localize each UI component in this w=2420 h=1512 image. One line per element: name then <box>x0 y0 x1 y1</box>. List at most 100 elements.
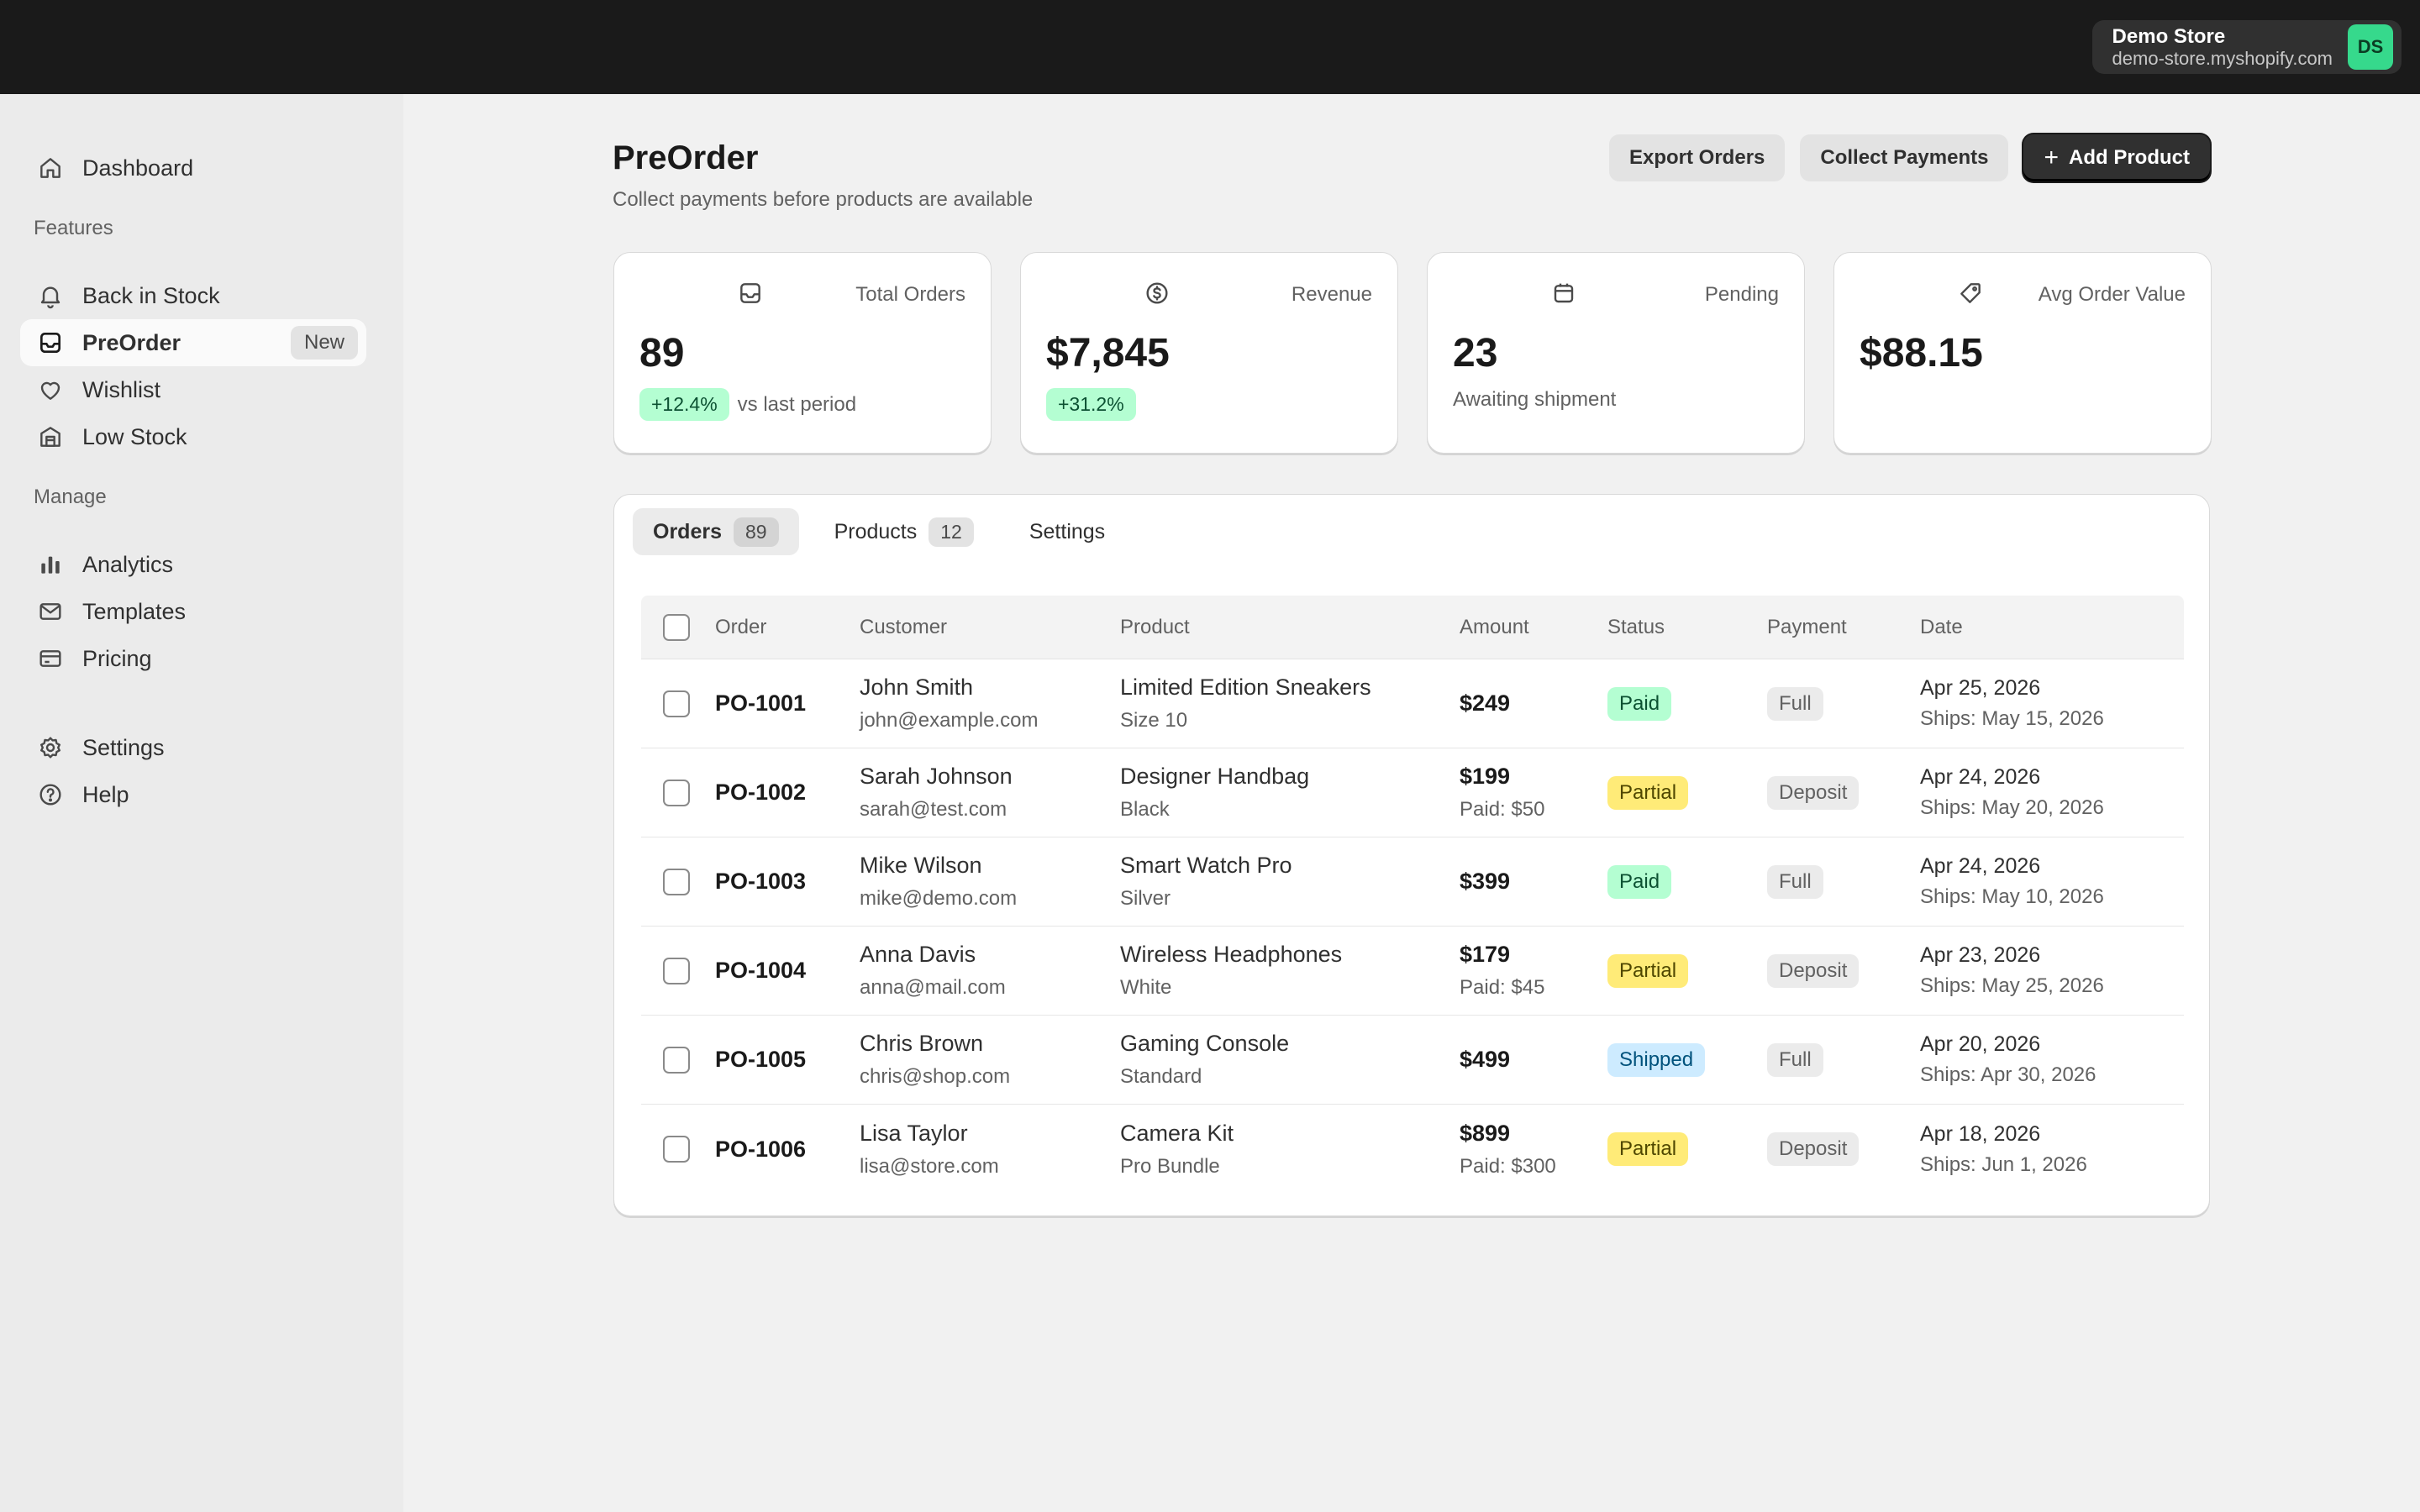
tab-orders[interactable]: Orders 89 <box>633 508 799 555</box>
customer-name: Lisa Taylor <box>860 1120 968 1146</box>
orders-card: Orders 89 Products 12 Settings Order Cus… <box>613 494 2210 1216</box>
sidebar-item-templates[interactable]: Templates <box>20 588 366 635</box>
product-variant: Silver <box>1120 887 1171 910</box>
sidebar: Dashboard Features Back in Stock PreOrde… <box>0 94 403 1512</box>
row-checkbox[interactable] <box>663 690 690 717</box>
customer-name: Sarah Johnson <box>860 764 1013 789</box>
table-row[interactable]: PO-1006 Lisa Taylor lisa@store.com Camera… <box>641 1105 2184 1194</box>
order-id[interactable]: PO-1004 <box>715 958 807 983</box>
ship-date: Ships: Apr 30, 2026 <box>1920 1063 2096 1086</box>
calendar-icon <box>1550 280 1577 307</box>
sidebar-item-label: Templates <box>82 598 187 624</box>
sidebar-item-label: Analytics <box>82 551 174 577</box>
order-id[interactable]: PO-1002 <box>715 780 807 805</box>
tag-icon <box>1957 280 1984 307</box>
order-id[interactable]: PO-1006 <box>715 1136 807 1162</box>
customer-email: mike@demo.com <box>860 887 1018 910</box>
amount-paid: Paid: $45 <box>1460 976 1545 999</box>
ship-date: Ships: May 15, 2026 <box>1920 707 2104 730</box>
column-header-order[interactable]: Order <box>715 615 767 638</box>
row-checkbox[interactable] <box>663 1046 690 1074</box>
tab-products[interactable]: Products 12 <box>814 508 994 555</box>
product-name: Wireless Headphones <box>1120 942 1343 967</box>
table-header: Order Customer Product Amount Status Pay… <box>641 596 2184 659</box>
tab-count: 89 <box>733 517 779 547</box>
status-badge: Partial <box>1607 775 1689 810</box>
sidebar-item-back-in-stock[interactable]: Back in Stock <box>20 272 366 319</box>
column-header-date[interactable]: Date <box>1920 615 1963 638</box>
store-domain: demo-store.myshopify.com <box>2112 48 2333 70</box>
store-avatar[interactable]: DS <box>2348 24 2393 70</box>
stat-card-pending: Pending 23 Awaiting shipment <box>1427 252 1805 454</box>
payment-badge: Deposit <box>1767 953 1860 988</box>
stat-label: Total Orders <box>855 283 965 306</box>
sidebar-item-preorder[interactable]: PreOrder New <box>20 319 366 366</box>
order-date: Apr 24, 2026 <box>1920 854 2041 878</box>
row-checkbox[interactable] <box>663 868 690 895</box>
delta-badge: +31.2% <box>1046 388 1136 421</box>
table-row[interactable]: PO-1002 Sarah Johnson sarah@test.com Desi… <box>641 748 2184 837</box>
sidebar-item-settings[interactable]: Settings <box>20 724 366 771</box>
tab-bar: Orders 89 Products 12 Settings <box>633 508 1125 555</box>
page-title: PreOrder <box>613 139 759 176</box>
order-amount: $899 <box>1460 1120 1511 1146</box>
customer-email: sarah@test.com <box>860 798 1007 821</box>
sidebar-item-analytics[interactable]: Analytics <box>20 541 366 588</box>
order-id[interactable]: PO-1005 <box>715 1047 807 1072</box>
row-checkbox[interactable] <box>663 1136 690 1163</box>
email-icon <box>37 598 64 625</box>
store-icon <box>37 423 64 450</box>
status-badge: Paid <box>1607 686 1672 721</box>
orders-table: Order Customer Product Amount Status Pay… <box>641 596 2184 1194</box>
product-name: Smart Watch Pro <box>1120 853 1292 878</box>
payment-badge: Full <box>1767 1042 1823 1077</box>
sidebar-item-label: Back in Stock <box>82 282 220 308</box>
store-switcher[interactable]: Demo Store demo-store.myshopify.com DS <box>2091 20 2402 74</box>
order-id[interactable]: PO-1001 <box>715 690 807 716</box>
export-orders-button[interactable]: Export Orders <box>1609 134 1786 181</box>
add-product-button[interactable]: + Add Product <box>2023 134 2210 181</box>
sidebar-item-low-stock[interactable]: Low Stock <box>20 413 366 460</box>
sidebar-item-label: Pricing <box>82 645 152 671</box>
tab-settings[interactable]: Settings <box>1009 508 1125 555</box>
order-id[interactable]: PO-1003 <box>715 869 807 894</box>
row-checkbox[interactable] <box>663 779 690 806</box>
stat-card-revenue: Revenue $7,845 +31.2% <box>1020 252 1398 454</box>
sidebar-section-features: Features <box>34 217 113 239</box>
inbox-icon <box>37 329 64 356</box>
plus-icon: + <box>2044 144 2059 171</box>
stat-card-total-orders: Total Orders 89 +12.4% vs last period <box>613 252 992 454</box>
product-variant: Standard <box>1120 1065 1202 1088</box>
customer-email: john@example.com <box>860 709 1039 732</box>
amount-paid: Paid: $300 <box>1460 1154 1556 1178</box>
inbox-icon <box>737 280 764 307</box>
payment-badge: Deposit <box>1767 775 1860 810</box>
collect-payments-button[interactable]: Collect Payments <box>1800 134 2009 181</box>
table-row[interactable]: PO-1004 Anna Davis anna@mail.com Wireless… <box>641 927 2184 1016</box>
column-header-status[interactable]: Status <box>1607 615 1665 638</box>
sidebar-item-pricing[interactable]: Pricing <box>20 635 366 682</box>
column-header-customer[interactable]: Customer <box>860 615 948 638</box>
table-row[interactable]: PO-1003 Mike Wilson mike@demo.com Smart W… <box>641 837 2184 927</box>
sidebar-item-label: Dashboard <box>82 155 194 181</box>
ship-date: Ships: May 20, 2026 <box>1920 796 2104 819</box>
sidebar-item-help[interactable]: Help <box>20 771 366 818</box>
select-all-checkbox[interactable] <box>663 613 690 641</box>
payment-badge: Full <box>1767 686 1823 721</box>
sidebar-item-label: Wishlist <box>82 376 160 402</box>
product-name: Gaming Console <box>1120 1031 1290 1056</box>
column-header-amount[interactable]: Amount <box>1460 615 1529 638</box>
store-name: Demo Store <box>2112 24 2226 48</box>
column-header-product[interactable]: Product <box>1120 615 1190 638</box>
customer-name: Anna Davis <box>860 942 976 967</box>
delta-badge: +12.4% <box>639 388 729 421</box>
column-header-payment[interactable]: Payment <box>1767 615 1847 638</box>
order-amount: $179 <box>1460 942 1511 967</box>
tab-label: Products <box>834 519 918 543</box>
table-row[interactable]: PO-1005 Chris Brown chris@shop.com Gaming… <box>641 1016 2184 1105</box>
table-row[interactable]: PO-1001 John Smith john@example.com Limit… <box>641 659 2184 748</box>
sidebar-item-dashboard[interactable]: Dashboard <box>20 144 366 192</box>
row-checkbox[interactable] <box>663 957 690 984</box>
sidebar-item-wishlist[interactable]: Wishlist <box>20 366 366 413</box>
customer-name: Mike Wilson <box>860 853 982 878</box>
